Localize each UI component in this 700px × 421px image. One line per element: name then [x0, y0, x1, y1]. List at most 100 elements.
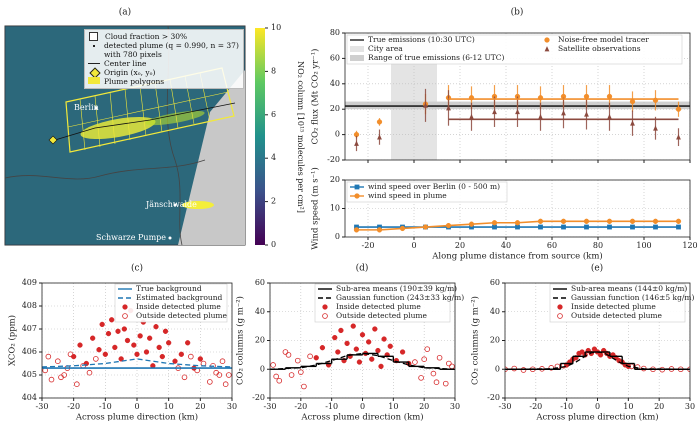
marker — [607, 224, 612, 230]
legend-item: Center line — [88, 59, 240, 68]
marker — [607, 113, 612, 120]
plume-janschwalde — [182, 201, 214, 209]
marker — [676, 224, 681, 230]
y-tick-label: 20 — [330, 175, 340, 184]
x-tick-label: 10 — [623, 402, 633, 411]
marker — [557, 313, 563, 319]
origin — [48, 135, 58, 145]
legend-swatch — [350, 46, 364, 52]
marker — [172, 358, 178, 364]
marker — [115, 328, 121, 334]
marker — [430, 370, 437, 377]
legend-label: Cloud fraction > 30% — [105, 32, 188, 41]
marker — [99, 321, 105, 328]
marker — [354, 224, 359, 230]
x-tick-label: 0 — [360, 402, 365, 411]
marker — [222, 381, 229, 388]
marker — [335, 349, 341, 355]
y-tick-label: 407 — [22, 324, 37, 333]
marker — [376, 227, 383, 233]
y-tick-label: 40 — [330, 79, 340, 88]
y-tick-label: 40 — [255, 307, 265, 316]
y-tick-label: -20 — [252, 393, 265, 402]
marker — [207, 379, 213, 385]
legend-label: True background — [136, 284, 202, 293]
y-tick-label: 20 — [490, 336, 500, 345]
center-line — [54, 102, 236, 141]
legend-label: Inside detected plume — [571, 302, 656, 311]
x-axis-label: Across plume direction (km) — [535, 412, 658, 421]
marker — [332, 334, 338, 341]
colorbar-tick-label: 8 — [271, 66, 276, 75]
x-tick-label: 30 — [227, 402, 237, 411]
marker — [188, 353, 194, 360]
marker — [93, 356, 99, 362]
marker — [350, 323, 356, 329]
marker — [185, 340, 191, 346]
marker — [537, 218, 544, 224]
legend-item: detected plume (q = 0.990, n = 37) with … — [88, 41, 240, 59]
marker — [86, 369, 93, 376]
marker — [301, 383, 307, 390]
marker — [338, 327, 344, 334]
legend-box — [346, 181, 508, 203]
border — [4, 159, 206, 180]
marker — [560, 218, 567, 224]
marker — [369, 356, 375, 362]
y-tick-label: 20 — [255, 336, 265, 345]
marker — [319, 345, 326, 351]
marker — [143, 349, 150, 355]
marker — [630, 120, 635, 126]
panel-label: (e) — [591, 263, 603, 274]
chart-panel: -20 0 20 40 60 80 True emissions (10:30 UTC)Ci… — [310, 7, 691, 164]
colorbar: NO₂ column [10¹⁵ molecules per cm²] 0 2 4 6… — [255, 23, 305, 249]
marker — [270, 362, 276, 368]
plot-area — [345, 33, 690, 160]
legend-label: Sub-area means (144±0 kg/m) — [571, 284, 687, 293]
marker — [102, 351, 108, 357]
marker — [77, 342, 83, 348]
y-tick-label: 406 — [22, 347, 37, 356]
marker — [90, 335, 96, 341]
marker — [652, 218, 659, 224]
marker — [675, 218, 682, 224]
x-tick-label: 20 — [654, 402, 664, 411]
marker — [653, 125, 658, 131]
x-tick-label: -10 — [560, 402, 573, 411]
marker — [356, 359, 363, 365]
marker — [288, 372, 295, 378]
marker — [491, 220, 498, 226]
marker — [372, 326, 378, 332]
marker — [584, 224, 589, 230]
x-tick-label: -10 — [99, 402, 112, 411]
marker — [387, 343, 393, 349]
marker — [58, 374, 64, 381]
y-tick-label: -20 — [327, 155, 340, 164]
marker — [109, 317, 115, 323]
marker — [399, 225, 406, 232]
place-label: Berlin — [74, 103, 99, 112]
legend-label: wind speed in plume — [368, 191, 447, 200]
colorbar-tick-label: 0 — [271, 240, 276, 249]
marker — [131, 342, 137, 348]
legend-swatch — [350, 55, 364, 61]
y-axis-label: Wind speed (m s⁻¹) — [310, 167, 321, 250]
marker — [118, 356, 124, 362]
marker — [322, 313, 328, 319]
marker — [445, 222, 452, 229]
series-line — [270, 352, 455, 370]
x-tick-label: 80 — [593, 241, 603, 250]
x-tick-label: 10 — [388, 402, 398, 411]
legend-label: True emissions (10:30 UTC) — [368, 35, 475, 44]
y-tick-label: 404 — [22, 393, 37, 402]
colorbar-scale — [255, 28, 265, 245]
marker — [153, 324, 159, 330]
marker — [134, 351, 140, 357]
x-tick-label: 40 — [501, 241, 511, 250]
plot-frame — [269, 282, 456, 399]
x-tick-label: -30 — [264, 402, 277, 411]
marker — [433, 379, 440, 385]
marker — [200, 360, 207, 367]
y-tick-label: 60 — [330, 53, 340, 62]
marker — [424, 346, 431, 352]
